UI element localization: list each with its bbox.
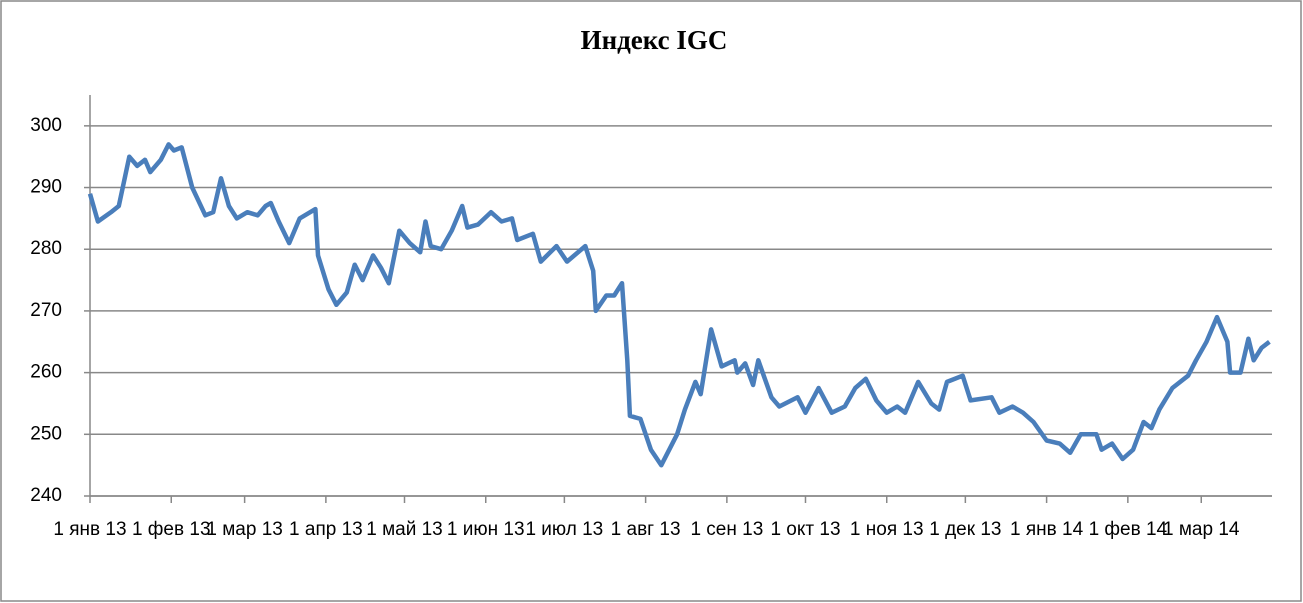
x-tick-label: 1 июн 13 — [446, 519, 525, 540]
x-tick-label: 1 апр 13 — [289, 519, 363, 540]
x-tick-label: 1 мар 14 — [1163, 519, 1240, 540]
y-tick-label: 250 — [30, 423, 62, 444]
y-tick-label: 300 — [30, 115, 62, 136]
chart-title: Индекс IGC — [581, 25, 728, 55]
x-tick-label: 1 сен 13 — [690, 519, 764, 540]
x-tick-label: 1 мар 13 — [206, 519, 283, 540]
x-tick-label: 1 авг 13 — [610, 519, 681, 540]
x-tick-label: 1 май 13 — [366, 519, 443, 540]
x-tick-label: 1 дек 13 — [929, 519, 1002, 540]
x-tick-label: 1 янв 13 — [53, 519, 127, 540]
y-tick-label: 260 — [30, 362, 62, 383]
x-tick-label: 1 июл 13 — [525, 519, 604, 540]
x-tick-label: 1 окт 13 — [770, 519, 841, 540]
y-tick-label: 240 — [30, 485, 62, 506]
y-tick-label: 280 — [30, 238, 62, 259]
data-line — [87, 142, 1271, 468]
x-tick-label: 1 фев 14 — [1088, 519, 1168, 540]
y-tick-label: 290 — [30, 177, 62, 198]
y-tick-label: 270 — [30, 300, 62, 321]
x-tick-label: 1 фев 13 — [131, 519, 211, 540]
x-tick-label: 1 янв 14 — [1010, 519, 1084, 540]
x-tick-label: 1 ноя 13 — [849, 519, 924, 540]
